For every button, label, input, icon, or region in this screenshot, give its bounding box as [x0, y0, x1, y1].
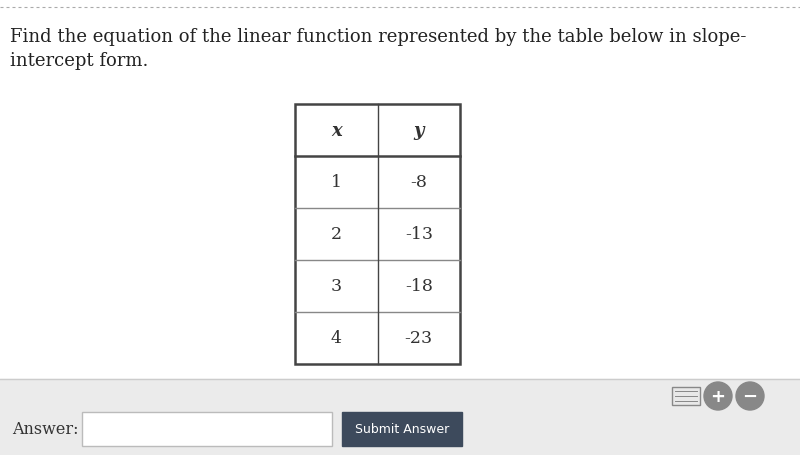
Circle shape	[736, 382, 764, 410]
Circle shape	[704, 382, 732, 410]
Text: Submit Answer: Submit Answer	[355, 423, 449, 435]
Text: 2: 2	[330, 226, 342, 243]
Text: intercept form.: intercept form.	[10, 52, 148, 70]
Text: 3: 3	[330, 278, 342, 295]
Text: Answer:: Answer:	[12, 420, 78, 438]
Text: y: y	[414, 122, 424, 140]
Text: -13: -13	[405, 226, 433, 243]
Bar	[0, 379, 800, 455]
Bar	[342, 412, 462, 446]
Bar	[295, 105, 460, 364]
Text: +: +	[710, 387, 726, 405]
Text: -18: -18	[405, 278, 433, 295]
Text: Find the equation of the linear function represented by the table below in slope: Find the equation of the linear function…	[10, 28, 746, 46]
Text: 1: 1	[330, 174, 342, 191]
Text: 4: 4	[330, 330, 342, 347]
Text: −: −	[742, 387, 758, 405]
Text: x: x	[331, 122, 342, 140]
Bar	[82, 412, 332, 446]
Text: -8: -8	[410, 174, 427, 191]
Text: -23: -23	[405, 330, 433, 347]
Bar	[672, 387, 700, 405]
